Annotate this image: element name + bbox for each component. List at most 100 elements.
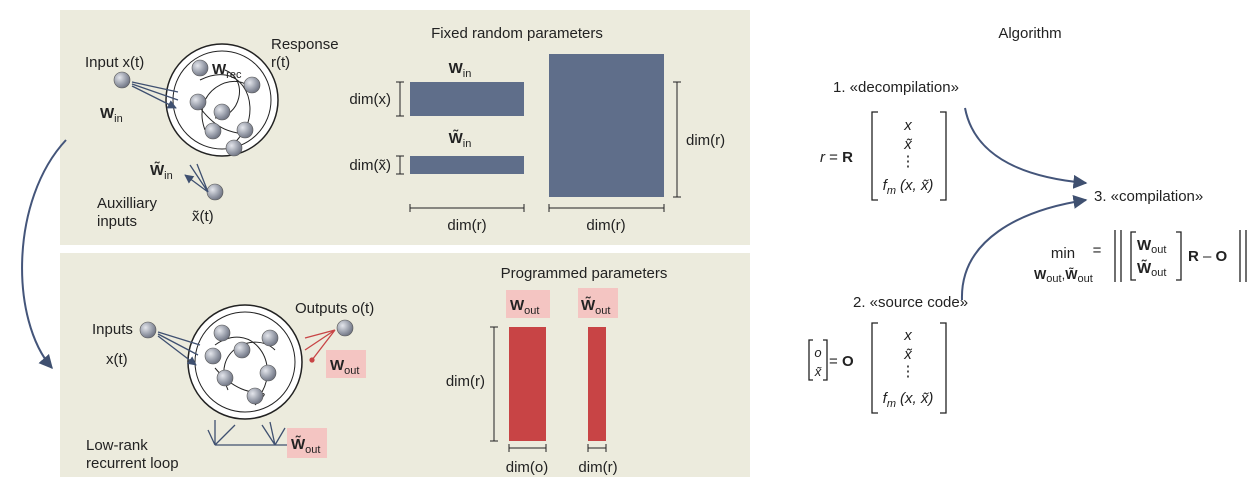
loop-label: Low-rank	[86, 437, 148, 454]
node	[244, 77, 260, 93]
aux-signal: x̃(t)	[192, 208, 214, 225]
aux-label: Auxilliary	[97, 195, 158, 212]
symbol: r	[820, 149, 826, 166]
aux-label: inputs	[97, 213, 137, 230]
dim-label: dim(r)	[446, 373, 485, 390]
w-sub: out	[524, 305, 539, 317]
response-signal: r(t)	[271, 54, 290, 71]
symbol: out	[1151, 244, 1166, 256]
inputs-label: Inputs	[92, 321, 133, 338]
w-sub: in	[164, 170, 173, 182]
w-sub: out	[344, 365, 359, 377]
w-base: W	[510, 297, 525, 314]
entry: x̃	[903, 346, 913, 363]
symbol: =	[829, 353, 838, 370]
symbol: O	[842, 353, 854, 370]
step-label: 2. «source code»	[853, 294, 968, 311]
node	[234, 342, 250, 358]
symbol: (x, x̃)	[900, 177, 933, 194]
node	[205, 348, 221, 364]
figure: Input x(t) Response r(t) Wrec Win W̃in A…	[0, 0, 1255, 479]
step-label: 1. «decompilation»	[833, 79, 959, 96]
w-base: W̃	[150, 161, 165, 179]
w-base: W	[330, 357, 345, 374]
node	[214, 325, 230, 341]
dim-label: dim(r)	[447, 217, 486, 234]
entry: x	[903, 117, 912, 134]
min-sub: Wout,W̃out	[1034, 267, 1093, 285]
matrix-w-rec	[549, 54, 664, 197]
symbol: =	[829, 149, 838, 166]
node	[226, 140, 242, 156]
node	[207, 184, 223, 200]
w-base: W̃	[291, 435, 306, 453]
dim-label: dim(o)	[506, 459, 549, 476]
node	[140, 322, 156, 338]
dim-label: dim(r)	[586, 217, 625, 234]
node	[237, 122, 253, 138]
w-base: W̃	[581, 296, 596, 314]
min: min	[1051, 245, 1075, 262]
panel-title: Fixed random parameters	[431, 25, 603, 42]
node	[214, 104, 230, 120]
w-base: W	[212, 61, 227, 78]
rhs: R – O	[1188, 248, 1228, 265]
symbol: out	[1077, 273, 1092, 285]
symbol: –	[1203, 248, 1212, 265]
entry: x	[903, 327, 912, 344]
symbol: m	[887, 185, 896, 197]
symbol: (x, x̃)	[900, 390, 933, 407]
node	[247, 388, 263, 404]
w-sub: out	[595, 305, 610, 317]
entry: ⋮	[901, 153, 916, 170]
dim-label: dim(x̃)	[349, 157, 391, 174]
dim-label: dim(r)	[686, 132, 725, 149]
symbol: O	[1216, 248, 1228, 265]
symbol: W̃	[1137, 259, 1152, 277]
symbol: R	[1188, 248, 1199, 265]
flow-arrow	[965, 108, 1086, 183]
node	[192, 60, 208, 76]
dim-label: dim(r)	[578, 459, 617, 476]
node	[205, 123, 221, 139]
panel-title: Programmed parameters	[501, 265, 668, 282]
equals: =	[1093, 242, 1102, 259]
matrix-w-out-aux	[588, 327, 606, 441]
node	[190, 94, 206, 110]
equation-lhs: r = R	[820, 149, 853, 166]
entry: x̃	[814, 364, 822, 379]
symbol: m	[887, 398, 896, 410]
w-sub: out	[305, 444, 320, 456]
bottom-panel	[60, 253, 750, 477]
entry: ⋮	[901, 363, 916, 380]
node	[217, 370, 233, 386]
node	[262, 330, 278, 346]
symbol: out	[1151, 267, 1166, 279]
entry: o	[814, 345, 821, 360]
w-base: W	[449, 60, 464, 77]
symbol: R	[842, 149, 853, 166]
w-sub: in	[463, 138, 472, 150]
input-label: Input x(t)	[85, 54, 144, 71]
symbol: W	[1137, 237, 1152, 254]
symbol: W	[1034, 267, 1047, 282]
w-sub: in	[463, 68, 472, 80]
matrix-w-in	[410, 82, 524, 116]
loop-label: recurrent loop	[86, 455, 179, 472]
matrix-w-out	[509, 327, 546, 441]
node	[114, 72, 130, 88]
node	[260, 365, 276, 381]
step-label: 3. «compilation»	[1094, 188, 1203, 205]
node	[337, 320, 353, 336]
response-label: Response	[271, 36, 339, 53]
entry: fm(x, x̃)	[883, 177, 934, 197]
w-sub: rec	[226, 69, 242, 81]
entry: fm(x, x̃)	[883, 390, 934, 410]
w-sub: in	[114, 113, 123, 125]
w-base: W̃	[449, 129, 464, 147]
symbol: W̃	[1065, 267, 1078, 282]
stack-entry: Wout	[1137, 237, 1166, 256]
dim-label: dim(x)	[349, 91, 391, 108]
equation-lhs: = O	[829, 353, 854, 370]
w-base: W	[100, 105, 115, 122]
